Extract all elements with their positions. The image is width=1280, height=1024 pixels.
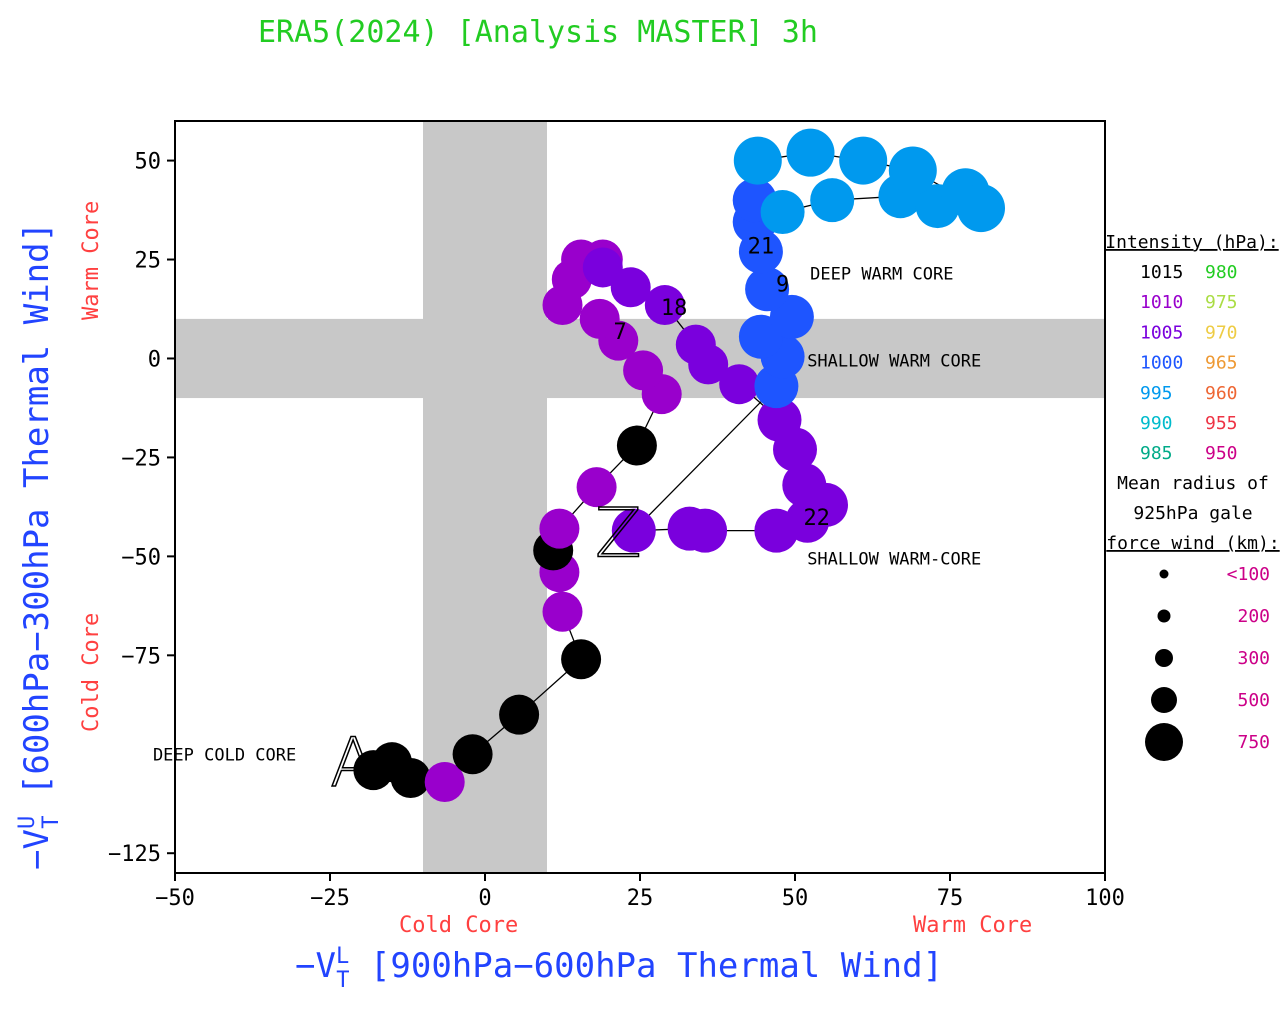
point-label: 7 [614, 320, 627, 345]
point-label: 21 [748, 235, 775, 260]
track-point [745, 267, 790, 312]
intensity-legend-item: 990 [1140, 413, 1173, 434]
legend: Intensity (hPa): 1015 980 1010 975 1005 970 100… [1105, 232, 1280, 761]
intensity-legend-item: 955 [1205, 413, 1238, 434]
region-label: SHALLOW WARM-CORE [807, 549, 981, 569]
intensity-legend-item: 965 [1205, 353, 1238, 374]
point-label: 18 [661, 296, 688, 321]
track-point [390, 758, 431, 799]
x-cold-core-label: Cold Core [399, 913, 518, 938]
track-point [424, 761, 465, 802]
intensity-legend-item: 995 [1140, 383, 1173, 404]
x-tick-label: 0 [478, 886, 491, 911]
track-point [773, 427, 817, 472]
y-axis-label: −VUT [600hPa−300hPa Thermal Wind] [15, 222, 64, 870]
track-point [810, 178, 855, 223]
x-tick-label: 25 [627, 886, 654, 911]
track-point [579, 298, 620, 339]
track-point [888, 146, 937, 195]
region-label: DEEP WARM CORE [810, 264, 953, 284]
track-point [539, 508, 580, 549]
y-warm-core-label: Warm Core [79, 201, 104, 320]
region-label: DEEP COLD CORE [153, 745, 296, 765]
track-point [719, 364, 760, 405]
radius-legend-dot [1151, 687, 1177, 713]
track-point [623, 350, 664, 391]
chart-title: ERA5(2024) [Analysis MASTER] 3h [258, 15, 818, 50]
radius-legend-label: <100 [1227, 564, 1270, 585]
intensity-legend-item: 950 [1205, 443, 1238, 464]
radius-legend-label: 500 [1237, 690, 1270, 711]
svg-text:−VUT [600hPa−300hPa Thermal Wi: −VUT [600hPa−300hPa Thermal Wind] [15, 222, 64, 870]
y-tick-label: −50 [121, 545, 161, 570]
radius-legend-label: 750 [1237, 732, 1270, 753]
track-points: DEEP COLD CORE DEEP WARM CORE SHALLOW WARM… [153, 128, 1005, 802]
track-point [611, 508, 656, 553]
start-marker: A [330, 724, 377, 803]
intensity-legend-item: 970 [1205, 322, 1238, 343]
y-tick-label: 25 [135, 249, 162, 274]
plot-annotations: 7 18 219 22 A Z [329, 235, 830, 804]
intensity-legend-item: 985 [1140, 443, 1173, 464]
radius-legend-dot [1159, 569, 1169, 579]
radius-legend-dot [1157, 609, 1171, 623]
end-marker: Z [595, 494, 642, 573]
x-tick-label: 75 [937, 886, 964, 911]
radius-legend-label: 300 [1237, 648, 1270, 669]
y-cold-core-label: Cold Core [79, 613, 104, 732]
track-point [667, 506, 712, 551]
track-point [610, 267, 651, 308]
y-tick-label: −25 [121, 446, 161, 471]
y-tick-label: −75 [121, 644, 161, 669]
intensity-legend-item: 1005 [1140, 322, 1183, 343]
intensity-legend-item: 1010 [1140, 292, 1183, 313]
x-tick-label: 50 [782, 886, 809, 911]
x-axis-label: −VL T [900hPa−600hPa Thermal Wind] [295, 944, 943, 993]
radius-legend-title: 925hPa gale [1133, 503, 1252, 524]
y-tick-label: 50 [135, 150, 162, 175]
intensity-legend-item: 980 [1205, 262, 1238, 283]
intensity-legend-item: 960 [1205, 383, 1238, 404]
radius-legend-dot [1155, 649, 1173, 667]
track-point [754, 508, 799, 553]
track-point [576, 467, 617, 508]
track-point [452, 734, 493, 775]
track-point [542, 591, 583, 632]
x-tick-label: −25 [310, 886, 350, 911]
intensity-legend-title: Intensity (hPa): [1105, 232, 1278, 253]
x-tick-label: −50 [155, 886, 195, 911]
track-point [499, 694, 540, 735]
y-tick-label: −125 [108, 842, 161, 867]
track-point [644, 285, 685, 326]
track-point [760, 190, 805, 235]
radius-legend-dot [1145, 723, 1183, 761]
intensity-legend-item: 1015 [1140, 262, 1183, 283]
region-label: SHALLOW WARM CORE [807, 351, 981, 371]
radius-legend-title: force wind (km): [1106, 533, 1279, 554]
x-tick-label: 100 [1085, 886, 1125, 911]
track-point [957, 184, 1005, 233]
track-point [561, 639, 602, 680]
radius-legend-label: 200 [1237, 606, 1270, 627]
intensity-legend-item: 975 [1205, 292, 1238, 313]
intensity-legend-item: 1000 [1140, 353, 1183, 374]
track-point [786, 128, 835, 177]
track-point [733, 136, 782, 185]
point-label: 22 [803, 506, 830, 531]
track-point [839, 136, 888, 185]
y-tick-label: 0 [148, 347, 161, 372]
track-point [616, 425, 657, 466]
x-warm-core-label: Warm Core [913, 913, 1032, 938]
point-label: 9 [776, 272, 789, 297]
axes: −50 −25 0 25 50 75 100 50 25 0 −25 −50 −75 −125 [108, 150, 1125, 911]
svg-text:−VLT [900hPa−600hPa Thermal Wi: −VL T [900hPa−600hPa Thermal Wind] [295, 944, 943, 993]
track-point [688, 344, 729, 385]
radius-legend-title: Mean radius of [1117, 473, 1269, 494]
track-point [582, 247, 623, 288]
